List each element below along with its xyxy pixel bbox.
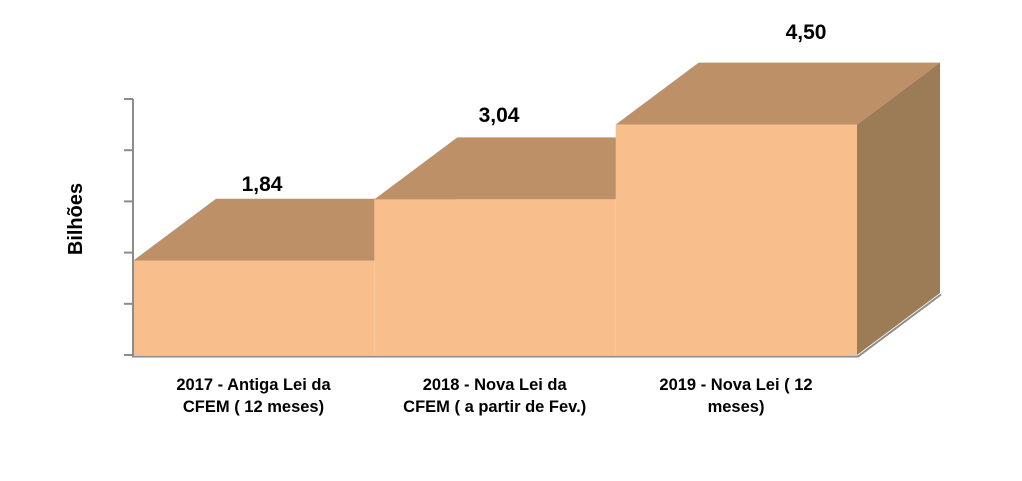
area-front-face <box>133 260 375 355</box>
value-label-2019: 4,50 <box>786 21 827 44</box>
value-label-2018: 3,04 <box>479 104 520 127</box>
x-axis-label-2018: 2018 - Nova Lei da CFEM ( a partir de Fe… <box>403 376 586 416</box>
x-axis-label-line: CFEM ( a partir de Fev.) <box>403 398 586 416</box>
x-axis-label-line: CFEM ( 12 meses) <box>183 398 324 416</box>
floor-edge <box>132 293 942 358</box>
y-axis <box>124 98 134 356</box>
area-side-face <box>857 62 940 355</box>
x-axis-label-line: 2017 - Antiga Lei da <box>176 376 331 394</box>
x-axis-label-2019: 2019 - Nova Lei ( 12 meses) <box>659 376 812 416</box>
area-front-face <box>374 199 616 355</box>
x-axis-label-line: 2019 - Nova Lei ( 12 <box>659 376 812 394</box>
area-series <box>133 62 940 355</box>
area-top-face <box>615 62 940 125</box>
value-label-2017: 1,84 <box>242 173 283 196</box>
x-axis-label-line: 2018 - Nova Lei da <box>423 376 568 394</box>
value-labels: 1,84 3,04 4,50 <box>242 21 827 196</box>
area-front-face <box>615 124 857 355</box>
floor-line <box>132 293 942 358</box>
x-axis-label-line: meses) <box>708 398 765 416</box>
x-axis-label-2017: 2017 - Antiga Lei da CFEM ( 12 meses) <box>176 376 331 416</box>
x-axis-labels: 2017 - Antiga Lei da CFEM ( 12 meses) 20… <box>176 376 812 416</box>
y-axis-title: Bilhões <box>65 183 87 255</box>
